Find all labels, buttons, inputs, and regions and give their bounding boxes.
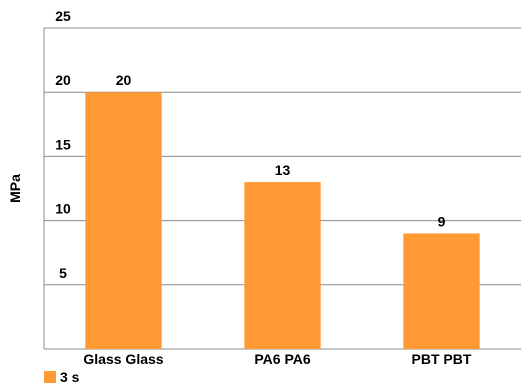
y-tick-label: 10	[55, 201, 71, 217]
data-label: 20	[116, 72, 132, 88]
legend-swatch	[44, 371, 56, 383]
y-tick-label: 20	[55, 72, 71, 88]
data-label: 9	[438, 213, 446, 229]
y-axis-label: MPa	[7, 174, 23, 203]
bar	[403, 233, 480, 349]
data-label: 13	[275, 162, 291, 178]
y-tick-label: 15	[55, 136, 71, 152]
bars	[85, 92, 480, 349]
y-axis-ticks: 25 20 15 10 5	[55, 8, 71, 281]
data-labels: 20 13 9	[116, 72, 446, 229]
x-tick-label: Glass Glass	[83, 351, 163, 367]
y-tick-label: 5	[59, 265, 67, 281]
bar	[244, 182, 321, 349]
x-axis-ticks: Glass Glass PA6 PA6 PBT PBT	[83, 351, 471, 367]
bar	[85, 92, 162, 349]
x-tick-label: PBT PBT	[412, 351, 472, 367]
x-tick-label: PA6 PA6	[254, 351, 310, 367]
legend: 3 s	[44, 369, 79, 385]
legend-label: 3 s	[60, 369, 80, 385]
y-tick-label: 25	[55, 8, 71, 24]
